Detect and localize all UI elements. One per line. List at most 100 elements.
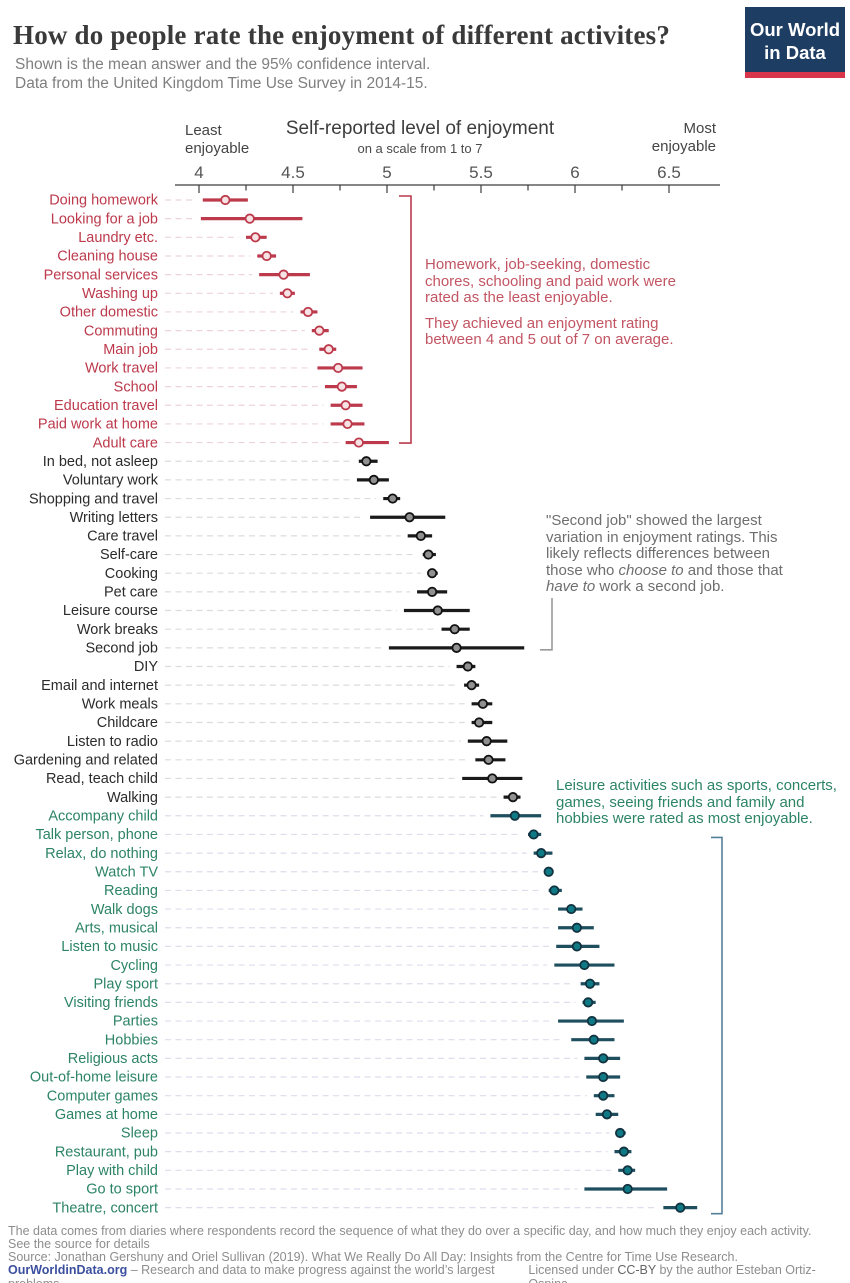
row-label: DIY: [134, 659, 159, 675]
row-mean-dot: [220, 194, 231, 206]
row-label: Walking: [107, 790, 158, 806]
row-mean-dot: [415, 530, 426, 541]
row-label: Cleaning house: [57, 249, 158, 265]
row-mean-dot: [598, 1071, 609, 1083]
row-mean-dot: [487, 773, 498, 784]
row-label: Leisure course: [63, 603, 158, 619]
owid-link[interactable]: OurWorldinData.org: [8, 1263, 128, 1277]
row-label: Read, teach child: [46, 771, 158, 787]
row-label: Email and internet: [41, 678, 158, 694]
row-mean-dot: [477, 698, 488, 709]
footnote-line-2: See the source for details: [8, 1237, 150, 1251]
x-axis-tick-label: 5: [382, 163, 391, 182]
source-line: Source: Jonathan Gershuny and Oriel Sull…: [8, 1250, 738, 1264]
row-mean-dot: [483, 754, 494, 765]
row-label: Go to sport: [86, 1182, 158, 1198]
row-label: Walk dogs: [91, 902, 158, 918]
row-label: Writing letters: [70, 510, 158, 526]
axis-subtitle: on a scale from 1 to 7: [357, 141, 483, 156]
bracket-most-group: [711, 836, 723, 1215]
row-mean-dot: [675, 1202, 686, 1213]
row-label: Reading: [104, 883, 158, 899]
annotation-least-enjoyable: Homework, job-seeking, domestic chores, …: [425, 256, 691, 358]
row-label: Play sport: [94, 976, 158, 992]
owid-logo-line-1: Our World: [749, 19, 841, 40]
footnote-line-1: The data comes from diaries where respon…: [8, 1224, 812, 1238]
annotation-text-part: and those that: [683, 561, 783, 579]
row-mean-dot: [449, 624, 460, 635]
row-label: Education travel: [54, 398, 158, 414]
row-mean-dot: [462, 661, 473, 672]
row-label: Hobbies: [105, 1032, 158, 1048]
row-mean-dot: [261, 250, 272, 262]
row-mean-dot: [571, 922, 582, 933]
row-label: Accompany child: [48, 808, 158, 824]
row-label: Work meals: [82, 697, 158, 713]
row-mean-dot: [579, 959, 590, 971]
x-axis-tick-label: 5.5: [469, 163, 493, 182]
row-label: Laundry etc.: [78, 230, 158, 246]
x-axis-tick-label: 6: [570, 163, 579, 182]
row-label: Listen to radio: [67, 734, 158, 750]
row-label: Doing homework: [49, 193, 159, 209]
x-axis-tick-label: 4.5: [281, 163, 305, 182]
row-label: Theatre, concert: [52, 1200, 158, 1216]
row-mean-dot: [282, 288, 293, 299]
row-label: Looking for a job: [51, 211, 158, 227]
row-mean-dot: [466, 680, 477, 691]
row-mean-dot: [314, 325, 325, 336]
row-label: Listen to music: [61, 939, 158, 955]
footer-tagline: – Research and data to make progress aga…: [8, 1263, 495, 1283]
row-mean-dot: [278, 269, 289, 280]
row-mean-dot: [427, 586, 438, 597]
axis-right-line-2: enjoyable: [651, 138, 716, 155]
row-mean-dot: [588, 1034, 599, 1045]
connector-second-job: [540, 598, 553, 651]
bracket-least-group: [399, 195, 412, 444]
row-mean-dot: [323, 344, 334, 355]
row-mean-dot: [481, 736, 492, 747]
axis-left-line-1: Least: [185, 122, 222, 139]
row-mean-dot: [423, 549, 434, 560]
row-mean-dot: [584, 978, 596, 989]
row-label: Out-of-home leisure: [30, 1070, 158, 1086]
row-label: Main job: [103, 342, 158, 358]
owid-logo[interactable]: Our World in Data: [745, 7, 845, 78]
row-mean-dot: [353, 437, 364, 448]
row-label: Cycling: [110, 958, 158, 974]
row-mean-dot: [427, 568, 438, 579]
row-mean-dot: [586, 1015, 598, 1027]
row-label: Shopping and travel: [29, 491, 158, 507]
row-label: Gardening and related: [14, 753, 158, 769]
row-mean-dot: [622, 1165, 633, 1176]
row-mean-dot: [571, 941, 582, 952]
subtitle-line-1: Shown is the mean answer and the 95% con…: [15, 56, 431, 73]
row-mean-dot: [566, 903, 577, 915]
row-label: Parties: [113, 1014, 158, 1030]
row-mean-dot: [509, 810, 520, 821]
row-label: Self-care: [100, 547, 158, 563]
row-label: Commuting: [84, 323, 158, 339]
row-label: Cooking: [105, 566, 158, 582]
row-label: Religious acts: [68, 1051, 158, 1067]
row-label: Arts, musical: [75, 920, 158, 936]
row-mean-dot: [598, 1090, 609, 1101]
annotation-text-part: work a second job.: [595, 578, 725, 595]
row-mean-dot: [583, 997, 594, 1008]
row-mean-dot: [250, 232, 261, 243]
row-mean-dot: [387, 493, 398, 504]
row-mean-dot: [543, 866, 554, 877]
row-label: Work travel: [85, 361, 158, 377]
annotation-text-part: "Second job" showed the largest variatio…: [546, 512, 778, 579]
row-mean-dot: [404, 512, 415, 523]
row-label: Voluntary work: [63, 473, 159, 489]
license-ccby[interactable]: CC-BY: [617, 1263, 656, 1277]
row-mean-dot: [622, 1183, 633, 1195]
x-axis-tick-label: 4: [194, 163, 203, 182]
row-mean-dot: [244, 213, 255, 224]
axis-right-line-1: Most: [683, 120, 716, 137]
row-label: Personal services: [44, 267, 158, 283]
row-mean-dot: [361, 456, 372, 467]
row-mean-dot: [601, 1109, 613, 1120]
row-label: Childcare: [97, 715, 158, 731]
